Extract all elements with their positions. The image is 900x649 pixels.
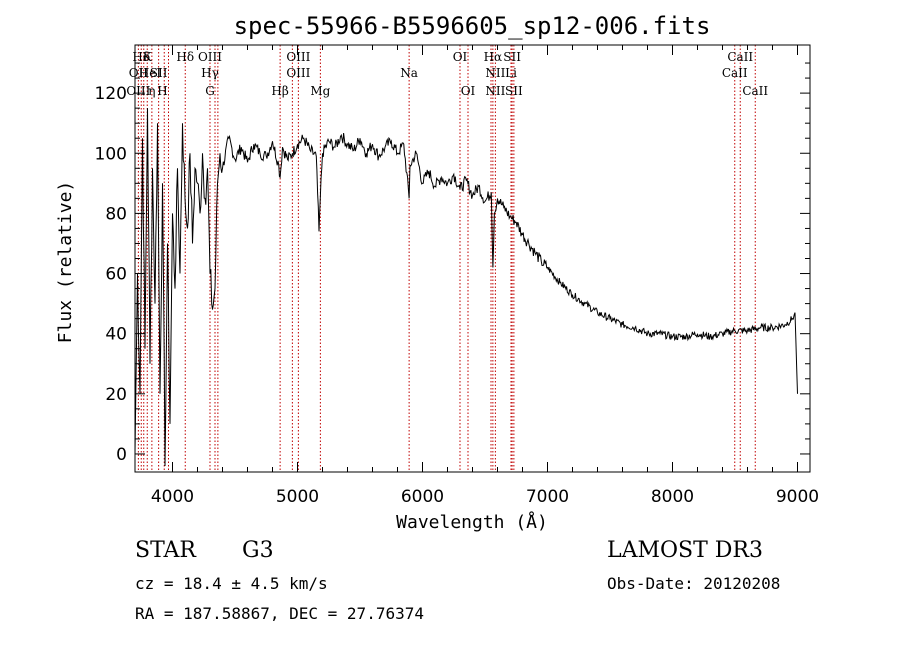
spectral-line-label: Hδ xyxy=(176,50,194,64)
x-axis-label: Wavelength (Å) xyxy=(396,511,548,533)
y-tick-label: 40 xyxy=(105,325,127,345)
spectral-line-label: OIII xyxy=(286,50,310,64)
spectral-line-label: Hγ xyxy=(201,66,219,80)
x-tick-label: 6000 xyxy=(401,487,444,507)
y-tick-label: 20 xyxy=(105,385,127,405)
spectral-line-label: NII xyxy=(485,84,505,98)
chart-title: spec-55966-B5596605_sp12-006.fits xyxy=(234,12,711,40)
spectral-line-label: G xyxy=(205,84,215,98)
x-tick-label: 4000 xyxy=(151,487,194,507)
spectral-line-label: SII xyxy=(503,50,521,64)
object-subclass: G3 xyxy=(242,538,274,563)
spectral-line-label: Hδ xyxy=(132,50,150,64)
spectrum-line xyxy=(134,108,798,467)
x-tick-label: 7000 xyxy=(526,487,569,507)
spectral-line-label: η xyxy=(148,84,155,98)
spectral-line-label: Li xyxy=(505,66,517,80)
y-tick-label: 0 xyxy=(116,445,127,465)
spectral-line-label: SII xyxy=(150,66,168,80)
y-tick-label: 60 xyxy=(105,265,127,285)
plot-frame xyxy=(134,44,811,473)
survey-label: LAMOST DR3 xyxy=(607,538,763,563)
spectral-line-label: HeI xyxy=(139,66,162,80)
y-axis-ticks: 0 20 40 60 80 100 120 xyxy=(95,62,810,465)
spectral-line-label: NII xyxy=(485,66,505,80)
x-tick-label: 8000 xyxy=(651,487,694,507)
spectral-line-label: K xyxy=(143,50,153,64)
y-tick-label: 80 xyxy=(105,204,127,224)
spectral-line-label: Hβ xyxy=(271,84,288,98)
spectral-line-label: CaII xyxy=(722,66,748,80)
spectral-line-label: OI xyxy=(453,50,468,64)
y-axis-label: Flux (relative) xyxy=(55,181,76,344)
x-axis-ticks: 4000 5000 6000 7000 8000 9000 xyxy=(151,45,819,507)
spectral-line-markers xyxy=(137,45,756,472)
spectral-line-labels: Hδ OII OIII K HeI η SII H Hδ OIII Hγ G OIII OIII Hβ Mg N… xyxy=(126,50,768,98)
redshift-cz: cz = 18.4 ± 4.5 km/s xyxy=(135,574,328,593)
y-tick-label: 120 xyxy=(95,84,127,104)
y-tick-label: 100 xyxy=(95,144,127,164)
spectral-line-label: OIII xyxy=(126,84,150,98)
spectral-line-label: OIII xyxy=(198,50,222,64)
spectral-line-label: Mg xyxy=(310,84,330,98)
spectral-line-label: OII xyxy=(129,66,149,80)
obs-date: Obs-Date: 20120208 xyxy=(607,574,781,593)
spectral-line-label: CaII xyxy=(742,84,768,98)
x-tick-label: 9000 xyxy=(776,487,819,507)
spectral-line-label: OI xyxy=(461,84,476,98)
ra-dec: RA = 187.58867, DEC = 27.76374 xyxy=(135,604,424,623)
spectrum-chart: spec-55966-B5596605_sp12-006.fits Hδ OII O… xyxy=(55,12,819,533)
x-tick-label: 5000 xyxy=(276,487,319,507)
spectral-line-label: Hα xyxy=(484,50,503,64)
spectral-line-label: H xyxy=(157,84,167,98)
spectral-line-label: CaII xyxy=(727,50,753,64)
spectral-line-label: OIII xyxy=(286,66,310,80)
object-class: STAR xyxy=(135,538,196,563)
spectral-line-label: SII xyxy=(505,84,523,98)
spectral-line-label: Na xyxy=(400,66,418,80)
